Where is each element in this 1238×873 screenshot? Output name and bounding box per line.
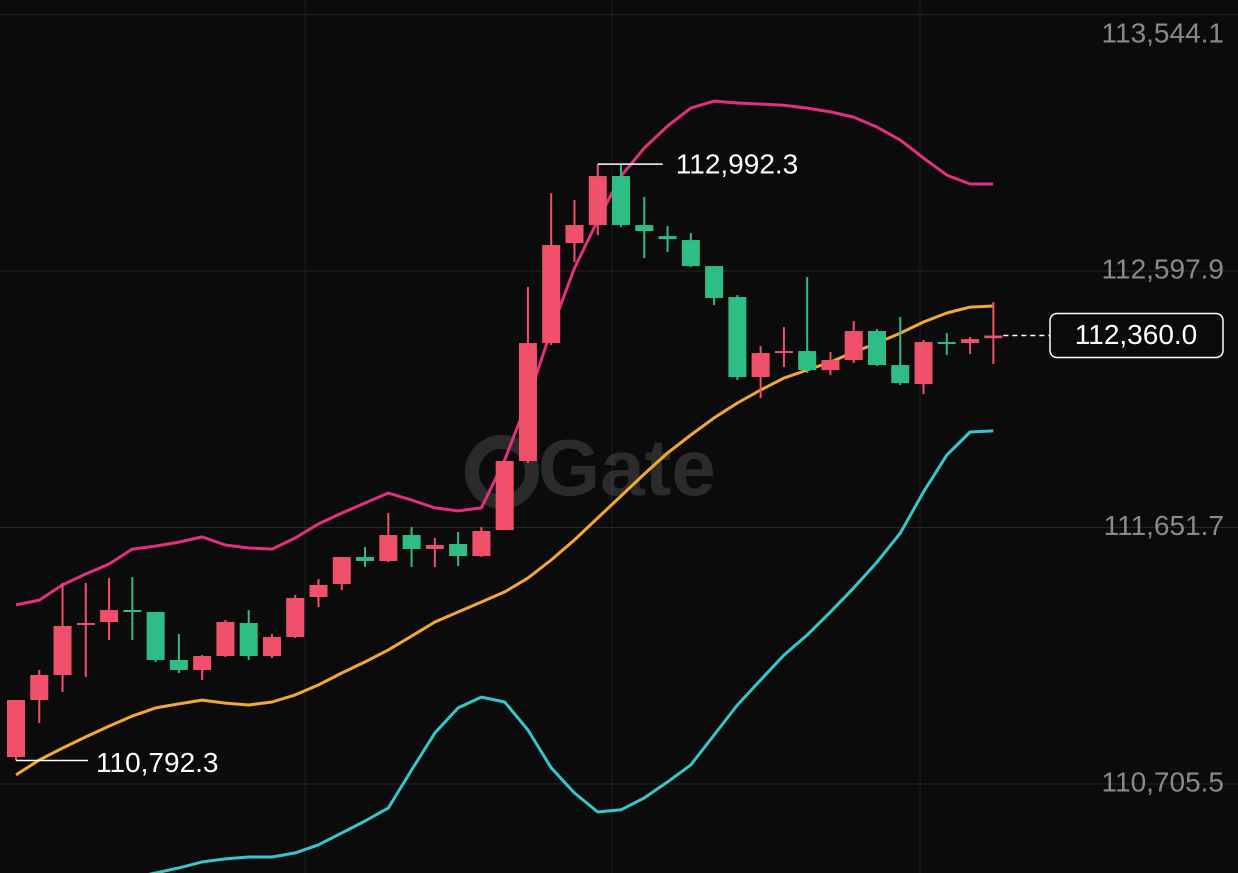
last-price-label: 112,360.0	[1075, 319, 1198, 350]
high-marker-label: 112,992.3	[676, 149, 799, 180]
candle-body	[262, 637, 281, 657]
candle-body	[774, 351, 793, 354]
candle-body	[728, 297, 747, 378]
candle-body	[937, 342, 956, 345]
low-marker-label: 110,792.3	[96, 747, 219, 778]
candle-body	[356, 557, 375, 562]
candle-body	[425, 545, 444, 550]
candle-body	[681, 240, 700, 267]
candle-body	[449, 544, 468, 557]
candle-body	[30, 675, 49, 700]
candle-body	[635, 225, 654, 232]
y-tick-label: 111,651.7	[1104, 510, 1224, 541]
candle-body	[705, 266, 724, 299]
candle-body	[495, 461, 514, 531]
candle-body	[123, 610, 142, 613]
candle-body	[891, 365, 910, 384]
candle-body	[286, 598, 305, 638]
candle-body	[751, 353, 770, 378]
y-tick-label: 110,705.5	[1102, 766, 1225, 797]
candle-body	[402, 535, 421, 550]
candle-body	[146, 612, 165, 660]
candle-body	[542, 245, 561, 344]
band-line	[148, 429, 994, 873]
candle-body	[518, 343, 537, 462]
candle-body	[216, 621, 235, 657]
candle-body	[472, 531, 491, 557]
candle-body	[914, 342, 933, 385]
candle-body	[658, 236, 677, 240]
candle-body	[961, 339, 980, 344]
candle-body	[821, 360, 840, 371]
candle-body	[169, 659, 188, 670]
candle-body	[565, 225, 584, 244]
candle-body	[612, 176, 631, 226]
candle-body	[53, 626, 72, 676]
band-line	[15, 99, 994, 607]
candle-body	[844, 331, 863, 361]
candle-body	[867, 331, 886, 366]
last-price-box	[1049, 312, 1224, 359]
candle-body	[100, 610, 119, 622]
candle-body	[309, 584, 328, 598]
candle-body	[193, 656, 212, 670]
y-tick-label: 113,544.1	[1102, 17, 1225, 48]
candle-body	[984, 335, 1003, 339]
candle-body	[332, 557, 351, 585]
candle-body	[76, 622, 95, 626]
candle-body	[7, 699, 25, 757]
candle-body	[588, 176, 607, 226]
candle-body	[379, 535, 398, 562]
y-tick-label: 112,597.9	[1102, 253, 1225, 284]
candle-body	[239, 622, 258, 657]
candle-body	[798, 351, 817, 371]
